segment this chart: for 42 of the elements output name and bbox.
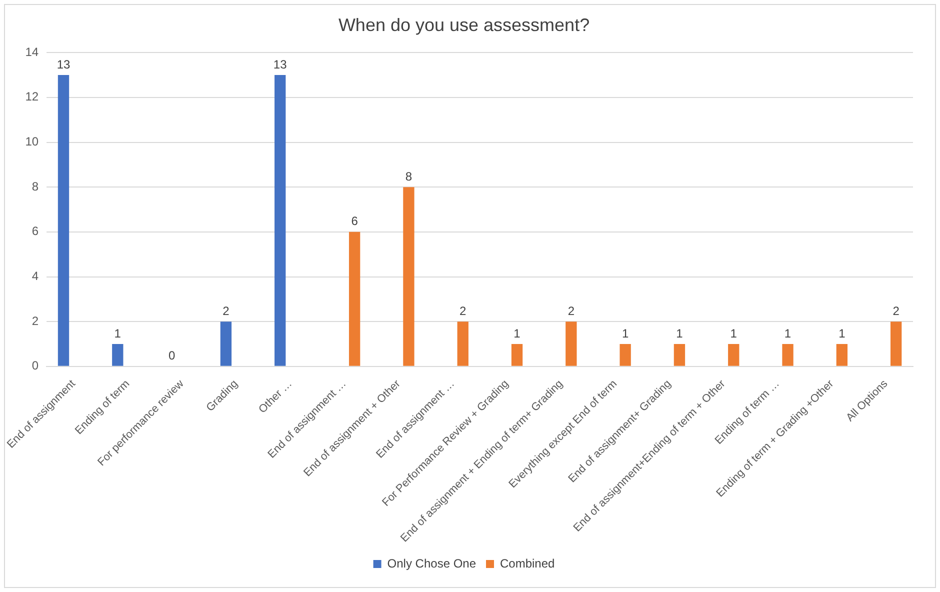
bar	[782, 344, 794, 366]
y-tick-label: 2	[32, 314, 39, 328]
data-label: 1	[838, 326, 846, 340]
data-label: 1	[514, 326, 521, 340]
y-tick-label: 4	[32, 269, 39, 284]
bar	[403, 187, 414, 366]
bar	[511, 344, 523, 366]
y-tick-label: 6	[32, 224, 39, 238]
data-label: 1	[676, 326, 684, 340]
data-label: 0	[168, 348, 176, 363]
bar	[890, 322, 902, 366]
data-label: 2	[568, 304, 575, 318]
bar	[457, 322, 468, 366]
legend-label: Only Chose One	[387, 556, 476, 570]
bar	[58, 75, 70, 366]
data-label: 1	[114, 326, 122, 340]
y-tick-label: 12	[25, 90, 39, 104]
bar	[620, 344, 631, 366]
data-label: 2	[892, 304, 900, 318]
data-label: 8	[405, 169, 412, 184]
data-label: 13	[56, 57, 70, 72]
bar	[274, 75, 286, 366]
bar	[836, 344, 848, 366]
bar	[674, 344, 686, 366]
y-tick-label: 14	[25, 44, 39, 59]
bar	[566, 322, 577, 366]
bar	[728, 344, 740, 366]
data-label: 2	[460, 304, 467, 318]
data-label: 2	[222, 304, 230, 318]
bar	[112, 344, 124, 366]
chart-title: When do you use assessment?	[338, 14, 590, 35]
y-tick-label: 10	[25, 134, 39, 149]
data-label: 1	[784, 326, 792, 340]
bar	[348, 232, 360, 366]
data-label: 6	[351, 214, 358, 228]
y-tick-label: 8	[32, 179, 39, 194]
legend-label: Combined	[500, 556, 555, 570]
y-tick-label: 0	[32, 358, 39, 373]
data-label: 1	[730, 326, 738, 340]
bar	[220, 322, 232, 366]
data-label: 1	[622, 326, 629, 340]
data-label: 13	[273, 57, 288, 72]
